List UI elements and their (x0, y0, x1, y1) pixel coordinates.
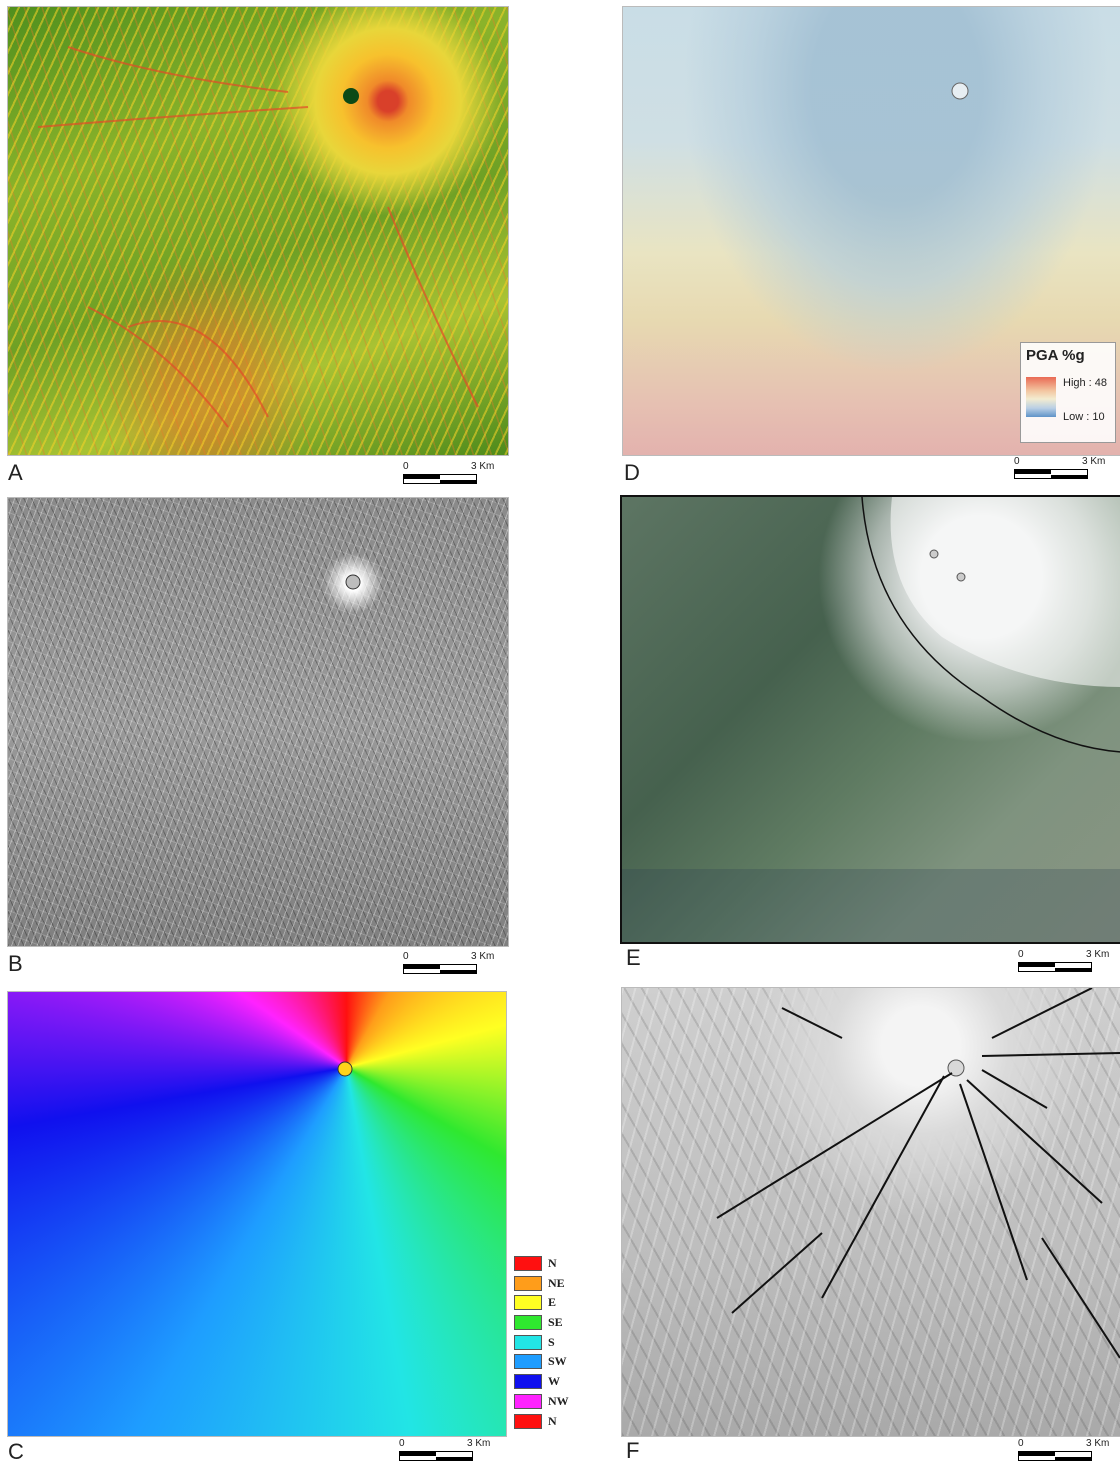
scalebar-label: 3 Km (471, 951, 495, 962)
aspect-legend-item: N (514, 1412, 574, 1432)
imagery-strip (622, 869, 1120, 942)
satellite-hazard-map-e-detail (622, 497, 1120, 942)
scalebar-e: 0 3 Km (1018, 949, 1110, 977)
scalebar-bar (1014, 469, 1088, 479)
aspect-legend-label: S (548, 1334, 555, 1349)
slope-map-a-detail (37, 46, 479, 428)
aspect-map-c-detail (337, 1061, 353, 1077)
scalebar-bar (399, 1451, 473, 1461)
scalebar-label: 3 Km (1086, 949, 1110, 960)
scalebar-bar (403, 964, 477, 974)
aspect-legend-label: SE (548, 1315, 563, 1330)
crater-marker (337, 1061, 353, 1077)
scalebar-label: 3 Km (1086, 1438, 1110, 1449)
scalebar-label: 3 Km (467, 1438, 491, 1449)
panel-letter-f: F (626, 1438, 640, 1463)
scalebar-bar (403, 474, 477, 484)
scalebar-label: 3 Km (1082, 456, 1106, 467)
aspect-legend-label: SW (548, 1354, 567, 1369)
scalebar-bar (1018, 1451, 1092, 1461)
scalebar-d: 0 3 Km (1014, 456, 1106, 484)
aspect-legend-swatch (514, 1334, 542, 1350)
pga-color-ramp (1026, 377, 1056, 417)
aspect-legend-swatch (514, 1374, 542, 1390)
aspect-legend-swatch (514, 1295, 542, 1311)
aspect-legend-swatch (514, 1315, 542, 1331)
scalebar-zero: 0 (1014, 456, 1020, 467)
crater-marker (343, 88, 359, 104)
crater-marker (951, 82, 969, 100)
crater-marker-2 (956, 572, 966, 582)
aspect-legend-item: NE (514, 1274, 574, 1294)
aspect-legend-item: E (514, 1293, 574, 1313)
scalebar-zero: 0 (1018, 1438, 1024, 1449)
aspect-legend-item: NW (514, 1392, 574, 1412)
scalebar-b: 0 3 Km (403, 951, 495, 979)
aspect-legend-label: NE (548, 1275, 565, 1290)
pga-legend-low: Low : 10 (1063, 411, 1105, 423)
hazard-zone-inner (890, 497, 1120, 687)
aspect-legend-swatch (514, 1275, 542, 1291)
slope-map-a (7, 6, 509, 456)
panel-letter-c: C (8, 1439, 24, 1464)
drainage-lines (37, 46, 479, 428)
panel-letter-e: E (626, 945, 641, 970)
aspect-legend-label: NW (548, 1393, 569, 1408)
aspect-legend-item: N (514, 1254, 574, 1274)
hazard-zone-boundary (861, 497, 1120, 753)
aspect-legend-label: N (548, 1413, 557, 1428)
aspect-legend: N NE E SE S SW W NW N (514, 1254, 574, 1431)
aspect-legend-item: S (514, 1333, 574, 1353)
pga-legend-title: PGA %g (1026, 347, 1085, 364)
radial-lineaments (716, 988, 1120, 1359)
scalebar-f: 0 3 Km (1018, 1438, 1110, 1466)
aspect-legend-label: W (548, 1374, 560, 1389)
crater-marker (929, 549, 939, 559)
pga-hazard-map-d-detail (951, 82, 969, 100)
scalebar-zero: 0 (1018, 949, 1024, 960)
scalebar-zero: 0 (403, 951, 409, 962)
aspect-legend-swatch (514, 1413, 542, 1429)
aspect-legend-swatch (514, 1393, 542, 1409)
crater-marker (345, 574, 361, 590)
crater-marker (947, 1059, 965, 1077)
scalebar-label: 3 Km (471, 461, 495, 472)
curvature-map-b-detail (345, 574, 361, 590)
aspect-legend-item: SW (514, 1352, 574, 1372)
scalebar-zero: 0 (403, 461, 409, 472)
aspect-legend-item: SE (514, 1313, 574, 1333)
scalebar-c: 0 3 Km (399, 1438, 491, 1466)
aspect-legend-label: E (548, 1295, 557, 1310)
pga-legend-high: High : 48 (1063, 377, 1108, 389)
scalebar-bar (1018, 962, 1092, 972)
satellite-hazard-map-e (620, 495, 1120, 944)
panel-letter-d: D (624, 460, 640, 485)
aspect-legend-label: N (548, 1256, 557, 1270)
panel-letter-a: A (8, 460, 23, 485)
aspect-legend-item: W (514, 1372, 574, 1392)
curvature-map-b (7, 497, 509, 947)
scalebar-zero: 0 (399, 1438, 405, 1449)
scalebar-a: 0 3 Km (403, 461, 495, 489)
pga-legend: PGA %g High : 48 Low : 10 (1020, 342, 1116, 443)
hillshade-lineament-map-f (621, 987, 1120, 1437)
aspect-legend-swatch (514, 1256, 542, 1271)
panel-letter-b: B (8, 951, 23, 976)
aspect-legend-swatch (514, 1354, 542, 1370)
lineament-lines (716, 988, 1120, 1359)
aspect-map-c (7, 991, 507, 1437)
